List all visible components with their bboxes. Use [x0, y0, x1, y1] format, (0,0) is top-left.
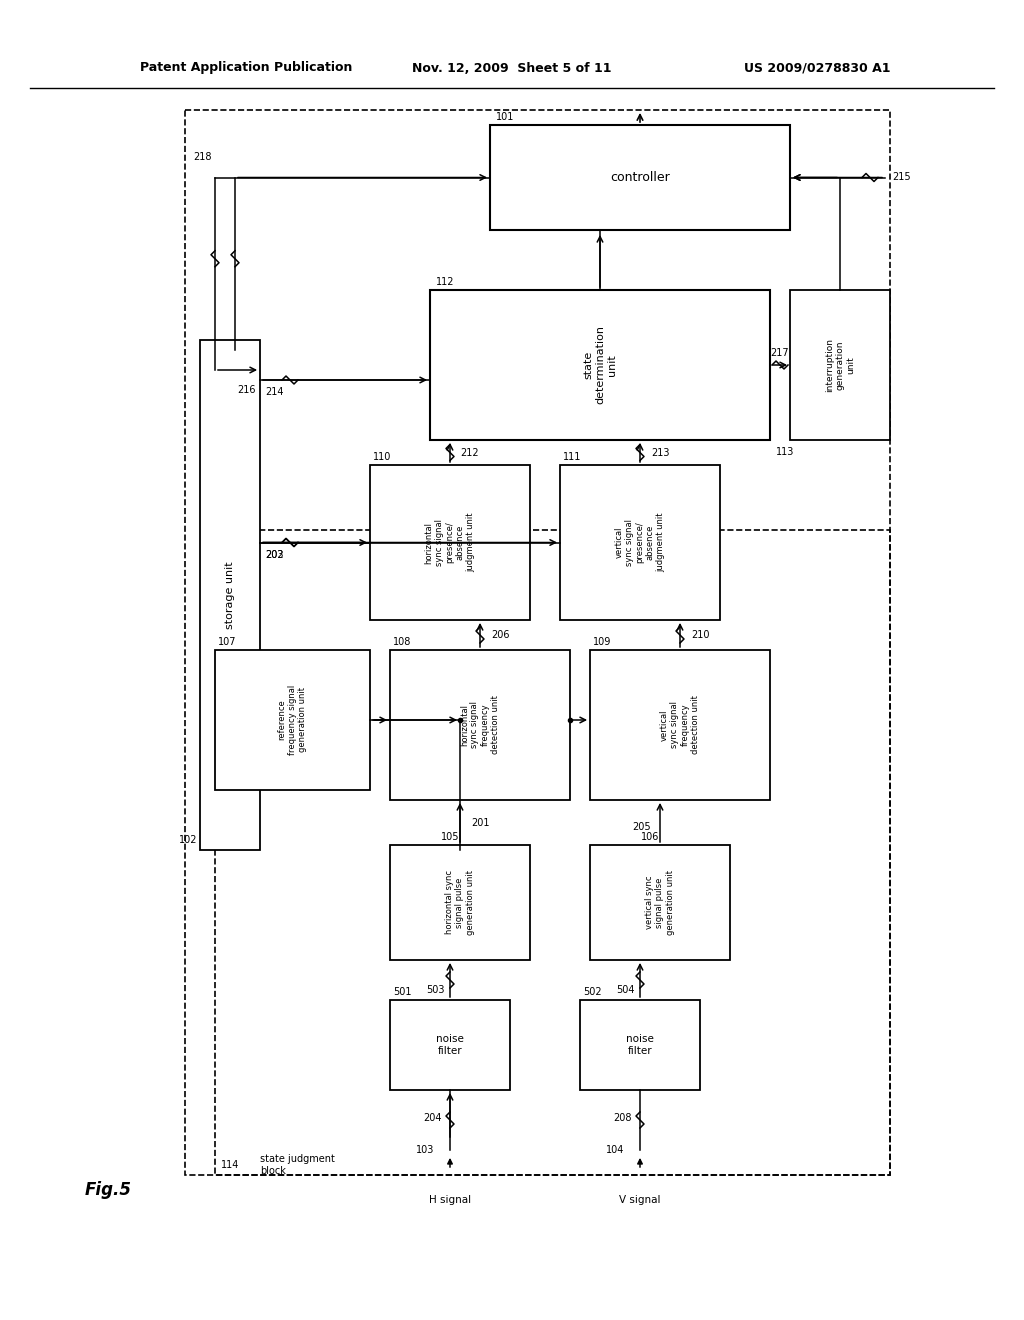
Bar: [200, 341, 260, 850]
Bar: [215, 649, 370, 789]
Bar: [580, 1001, 700, 1090]
Text: 103: 103: [416, 1144, 434, 1155]
Text: 204: 204: [423, 1113, 441, 1123]
Text: 112: 112: [436, 277, 455, 286]
Bar: [560, 465, 720, 620]
Text: 105: 105: [440, 832, 459, 842]
Text: 501: 501: [393, 987, 412, 997]
Text: 102: 102: [179, 836, 198, 845]
Bar: [215, 531, 890, 1175]
Text: 108: 108: [393, 638, 412, 647]
Text: 214: 214: [266, 387, 285, 397]
Text: 216: 216: [238, 385, 256, 395]
Text: controller: controller: [610, 172, 670, 183]
Text: 104: 104: [606, 1144, 625, 1155]
Text: 215: 215: [892, 173, 910, 182]
Text: 109: 109: [593, 638, 611, 647]
Bar: [390, 1001, 510, 1090]
Text: horizontal
sync signal
presence/
absence
judgment unit: horizontal sync signal presence/ absence…: [425, 512, 475, 573]
Text: 111: 111: [563, 451, 582, 462]
Text: Nov. 12, 2009  Sheet 5 of 11: Nov. 12, 2009 Sheet 5 of 11: [413, 62, 611, 74]
Text: 504: 504: [615, 985, 634, 995]
Bar: [590, 845, 730, 960]
Bar: [390, 845, 530, 960]
Text: vertical sync
signal pulse
generation unit: vertical sync signal pulse generation un…: [645, 870, 675, 935]
Text: 114: 114: [221, 1160, 240, 1170]
Bar: [390, 649, 570, 800]
Bar: [370, 465, 530, 620]
Text: horizontal
sync signal
frequency
detection unit: horizontal sync signal frequency detecti…: [460, 696, 500, 755]
Text: state
determination
unit: state determination unit: [584, 326, 616, 404]
Text: 502: 502: [583, 987, 601, 997]
Text: storage unit: storage unit: [225, 561, 234, 628]
Text: 203: 203: [266, 549, 285, 560]
Text: 208: 208: [612, 1113, 631, 1123]
Text: 110: 110: [373, 451, 391, 462]
Text: V signal: V signal: [620, 1195, 660, 1205]
Text: 206: 206: [490, 630, 509, 640]
Bar: [430, 290, 770, 440]
Text: noise
filter: noise filter: [436, 1034, 464, 1056]
Bar: [490, 125, 790, 230]
Text: 218: 218: [194, 153, 212, 162]
Text: 101: 101: [496, 112, 514, 121]
Text: H signal: H signal: [429, 1195, 471, 1205]
Text: US 2009/0278830 A1: US 2009/0278830 A1: [743, 62, 890, 74]
Bar: [590, 649, 770, 800]
Text: state judgment
block: state judgment block: [260, 1154, 335, 1176]
Bar: [185, 110, 890, 1175]
Text: noise
filter: noise filter: [626, 1034, 654, 1056]
Text: 205: 205: [633, 822, 651, 833]
Bar: [790, 290, 890, 440]
Text: Patent Application Publication: Patent Application Publication: [140, 62, 352, 74]
Text: 213: 213: [650, 447, 670, 458]
Text: 107: 107: [218, 638, 237, 647]
Text: vertical
sync signal
frequency
detection unit: vertical sync signal frequency detection…: [659, 696, 700, 755]
Text: 212: 212: [461, 447, 479, 458]
Text: 113: 113: [776, 447, 795, 457]
Text: 202: 202: [265, 549, 285, 560]
Text: Fig.5: Fig.5: [85, 1181, 132, 1199]
Text: interruption
generation
unit: interruption generation unit: [825, 338, 855, 392]
Text: 210: 210: [691, 630, 710, 640]
Text: 106: 106: [641, 832, 659, 842]
Text: 217: 217: [771, 348, 790, 358]
Text: vertical
sync signal
presence/
absence
judgment unit: vertical sync signal presence/ absence j…: [614, 512, 666, 573]
Text: 201: 201: [471, 817, 489, 828]
Text: 503: 503: [426, 985, 444, 995]
Text: horizontal sync
signal pulse
generation unit: horizontal sync signal pulse generation …: [445, 870, 475, 935]
Text: reference
frequency signal
generation unit: reference frequency signal generation un…: [278, 685, 307, 755]
